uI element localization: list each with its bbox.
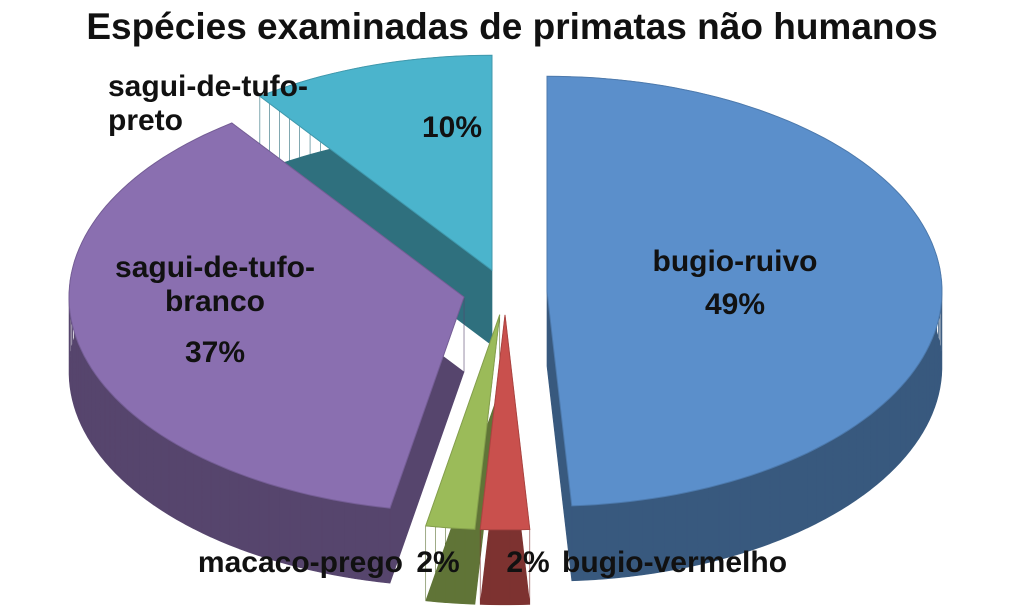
value-label: 2%	[416, 546, 460, 579]
slice-name: bugio-ruivo	[652, 245, 818, 278]
slice	[425, 314, 501, 530]
value-label: 37%	[184, 336, 246, 369]
slice	[479, 314, 531, 531]
slice	[546, 75, 943, 507]
slice-name: macaco-prego	[197, 546, 403, 579]
value-label: 49%	[704, 288, 766, 321]
slice-name: bugio-vermelho	[562, 546, 788, 579]
value-label: 10%	[421, 111, 483, 144]
slice-name: sagui-de-tufo-preto	[108, 70, 308, 137]
chart-title: Espécies examinadas de primatas não huma…	[86, 6, 938, 47]
slice	[68, 122, 465, 509]
value-label: 2%	[506, 546, 550, 579]
slice-name: sagui-de-tufo-branco	[115, 251, 315, 318]
slice	[258, 54, 493, 272]
slice-side	[479, 314, 531, 606]
